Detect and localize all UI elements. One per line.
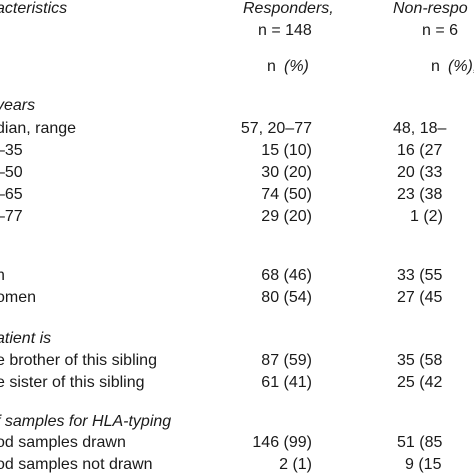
row-nonresponders-value: 27 (45 [397,289,443,306]
header-responders-pct-col: (%) [284,58,309,75]
row-responders-value: 87 (59) [261,352,312,369]
row-label: –65 [0,186,23,203]
row-nonresponders-value: 33 (55 [397,267,443,284]
row-label: n [0,267,5,284]
header-characteristics: acteristics [0,0,68,17]
row-label: years [0,97,36,114]
row-label: dian, range [0,120,77,137]
row-label: od samples drawn [0,434,126,451]
header-responders-n: n = 148 [258,22,312,39]
header-responders-n-col: n [267,58,276,75]
row-label: e brother of this sibling [0,352,157,369]
row-responders-value: 80 (54) [261,289,312,306]
row-nonresponders-value: 25 (42 [397,374,443,391]
header-nonresponders-n: n = 6 [422,22,459,39]
row-responders-value: 61 (41) [261,374,312,391]
row-responders-value: 30 (20) [261,164,312,181]
row-responders-value: 15 (10) [261,142,312,159]
row-nonresponders-value: 20 (33 [397,164,443,181]
row-label: omen [0,289,37,306]
row-nonresponders-value: 35 (58 [397,352,443,369]
row-nonresponders-value: 1 (2) [410,208,443,225]
header-nonresponders-n-col: n [431,58,440,75]
row-nonresponders-value: 23 (38 [397,186,443,203]
row-label: –50 [0,164,23,181]
row-label: atient is [0,330,52,347]
row-responders-value: 68 (46) [261,267,312,284]
row-responders-value: 57, 20–77 [240,120,312,137]
header-nonresponders-pct-col: (%), [448,58,474,75]
row-label: f samples for HLA-typing [0,413,172,430]
header-responders-label: Responders, [243,0,334,17]
row-nonresponders-value: 48, 18– [393,120,447,137]
row-responders-value: 2 (1) [279,456,312,473]
row-label: od samples not drawn [0,456,153,473]
row-responders-value: 29 (20) [261,208,312,225]
row-nonresponders-value: 51 (85 [397,434,443,451]
row-label: –77 [0,208,23,225]
row-responders-value: 146 (99) [252,434,312,451]
row-label: –35 [0,142,23,159]
row-nonresponders-value: 16 (27 [397,142,443,159]
row-responders-value: 74 (50) [261,186,312,203]
row-nonresponders-value: 9 (15 [405,456,442,473]
row-label: e sister of this sibling [0,374,145,391]
header-nonresponders-label: Non-respo [393,0,468,17]
